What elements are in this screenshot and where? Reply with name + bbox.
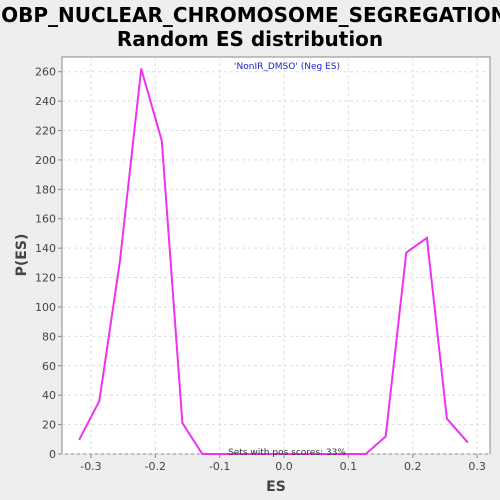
data-point bbox=[344, 453, 346, 455]
y-tick-label: 220 bbox=[35, 125, 56, 138]
y-tick-label: 160 bbox=[35, 213, 56, 226]
data-point bbox=[384, 435, 387, 438]
y-tick-label: 120 bbox=[35, 272, 56, 285]
x-axis-label: ES bbox=[266, 479, 286, 495]
data-point bbox=[446, 417, 448, 420]
x-axis-ticks: -0.3 -0.2 -0.1 0.0 0.1 0.2 0.3 bbox=[80, 454, 486, 473]
y-tick-label: 0 bbox=[49, 448, 56, 461]
y-tick-label: 80 bbox=[42, 330, 56, 343]
chart-title-line1: GOBP_NUCLEAR_CHROMOSOME_SEGREGATION: bbox=[0, 3, 500, 27]
data-point bbox=[323, 453, 326, 455]
plot-area bbox=[61, 56, 491, 455]
data-point bbox=[364, 453, 367, 455]
legend-series-name: NonIR_DMSO bbox=[237, 62, 296, 72]
y-tick-label: 200 bbox=[35, 154, 56, 167]
y-axis-label: P(ES) bbox=[14, 234, 30, 277]
y-tick-label: 240 bbox=[35, 95, 56, 108]
y-tick-label: 140 bbox=[35, 242, 56, 255]
legend-suffix: ' (Neg ES) bbox=[295, 62, 340, 72]
y-tick-label: 60 bbox=[42, 360, 56, 373]
chart-title-line2: Random ES distribution bbox=[117, 27, 383, 51]
y-tick-label: 180 bbox=[35, 183, 56, 196]
data-point bbox=[160, 140, 163, 142]
data-point bbox=[140, 67, 142, 70]
data-point bbox=[405, 251, 408, 254]
grid-lines bbox=[62, 57, 490, 455]
x-tick-label: 0.0 bbox=[275, 460, 293, 473]
series-lines bbox=[78, 67, 469, 455]
y-tick-label: 20 bbox=[42, 419, 56, 432]
data-point bbox=[262, 453, 265, 455]
series-line bbox=[78, 68, 469, 455]
data-point bbox=[242, 453, 245, 455]
data-point bbox=[466, 441, 469, 444]
data-point bbox=[426, 237, 428, 239]
data-point bbox=[181, 422, 184, 424]
data-point bbox=[283, 453, 285, 455]
data-point bbox=[98, 400, 101, 402]
x-tick-label: -0.1 bbox=[209, 460, 230, 473]
y-axis-ticks: 0 20 40 60 80 100 120 140 160 180 200 220 240 260 bbox=[35, 66, 62, 461]
data-point bbox=[78, 438, 81, 441]
legend-prefix: ' bbox=[234, 62, 236, 72]
data-point bbox=[303, 453, 306, 455]
data-point bbox=[222, 453, 224, 455]
data-point bbox=[119, 260, 121, 263]
y-tick-label: 100 bbox=[35, 301, 56, 314]
y-tick-label: 40 bbox=[42, 389, 56, 402]
y-tick-label: 260 bbox=[35, 66, 56, 79]
x-tick-label: 0.2 bbox=[404, 460, 422, 473]
x-tick-label: 0.3 bbox=[468, 460, 486, 473]
x-tick-label: -0.3 bbox=[80, 460, 101, 473]
positive-scores-annotation: Sets with pos scores: 33% bbox=[228, 448, 346, 458]
x-tick-label: -0.2 bbox=[145, 460, 166, 473]
data-point bbox=[201, 453, 204, 455]
x-tick-label: 0.1 bbox=[340, 460, 358, 473]
legend: 'NonIR_DMSO' (Neg ES) bbox=[234, 62, 340, 72]
